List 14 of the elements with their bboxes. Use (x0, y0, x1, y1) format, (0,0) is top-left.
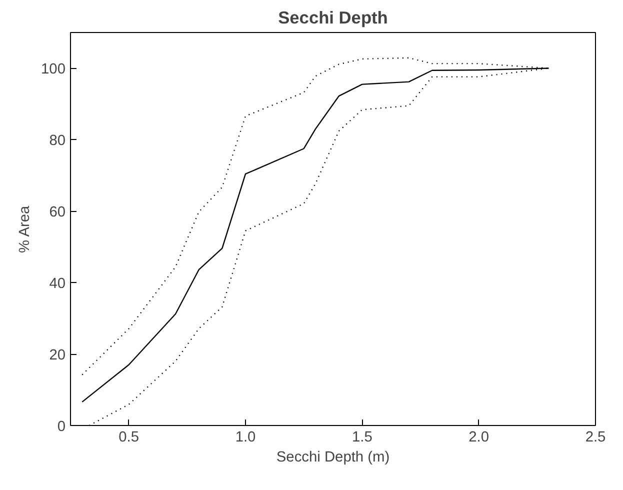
x-axis-title: Secchi Depth (m) (276, 450, 390, 466)
y-tick-label: 100 (41, 62, 66, 78)
x-tick-label: 1.0 (235, 430, 256, 446)
x-tick-label: 1.5 (352, 430, 372, 446)
y-tick-label: 80 (49, 133, 66, 150)
y-tick-label: 0 (57, 419, 66, 435)
y-tick-label: 40 (49, 276, 66, 292)
y-tick-label: 20 (49, 348, 66, 364)
y-axis-title: % Area (17, 204, 34, 254)
x-tick-label: 2.5 (585, 430, 606, 446)
x-tick-label: 0.5 (118, 430, 140, 446)
x-tick-label: 2.0 (468, 430, 490, 446)
y-tick-label: 60 (49, 204, 66, 221)
chart-title: Secchi Depth (278, 8, 388, 28)
